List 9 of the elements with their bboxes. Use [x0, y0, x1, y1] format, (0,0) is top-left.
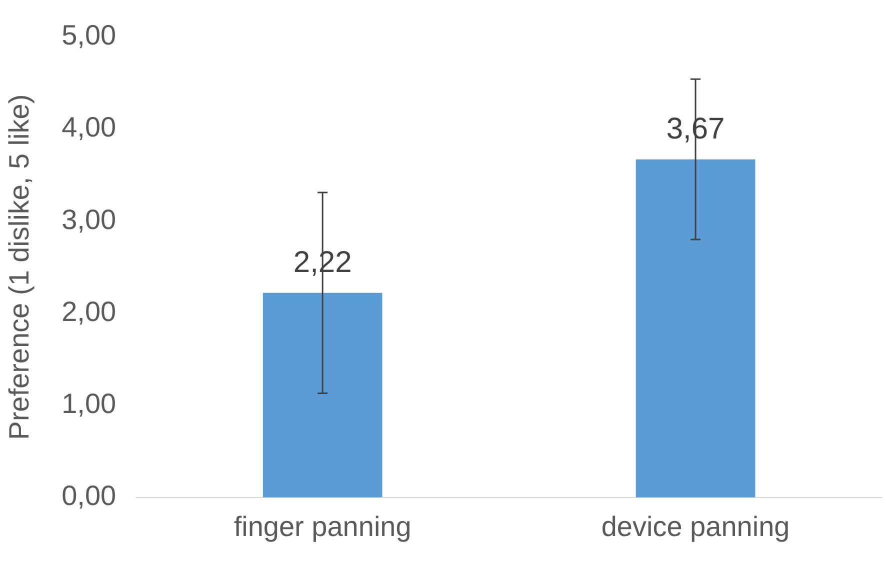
y-tick-label: 5,00 [62, 20, 116, 51]
y-axis-title: Preference (1 dislike, 5 like) [4, 94, 35, 440]
y-tick-label: 0,00 [62, 480, 116, 512]
y-tick-label: 3,00 [62, 204, 116, 235]
y-tick-label: 2,00 [62, 296, 116, 327]
x-tick-label: device panning [601, 510, 790, 542]
y-tick-label: 4,00 [62, 112, 116, 143]
x-tick-label: finger panning [234, 510, 412, 542]
y-tick-label: 1,00 [62, 388, 116, 419]
